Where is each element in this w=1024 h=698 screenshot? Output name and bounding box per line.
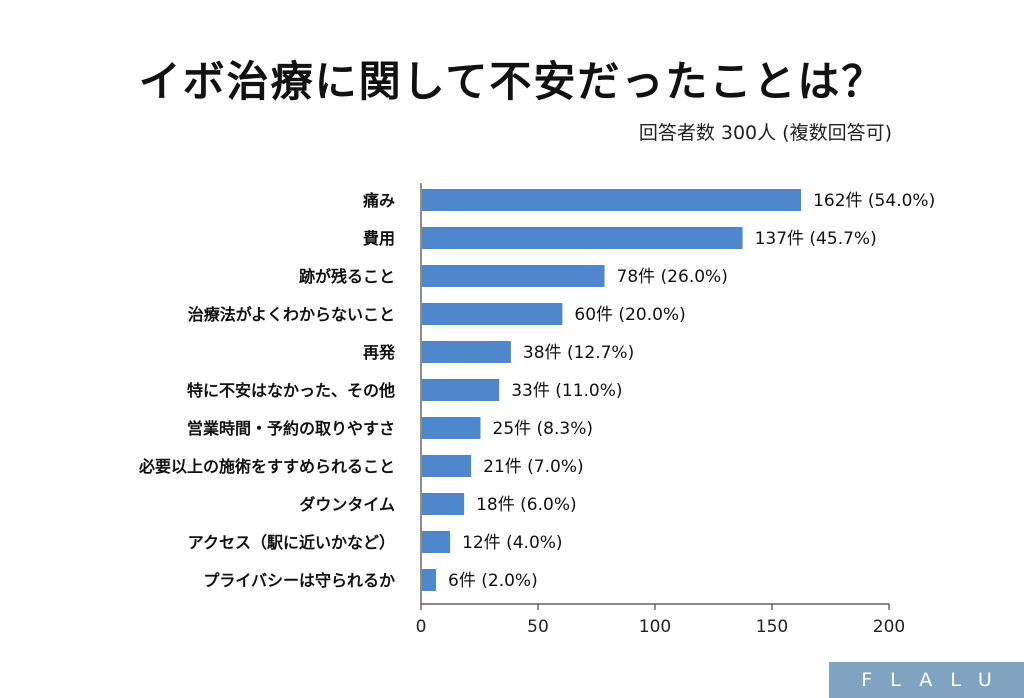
- data-label-3: 60件 (20.0%): [574, 305, 685, 325]
- bar-2: [422, 265, 605, 287]
- category-label-4: 再発: [363, 343, 396, 362]
- bar-7: [422, 455, 472, 477]
- bar-3: [422, 303, 563, 325]
- x-tick-label-4: 200: [873, 617, 905, 637]
- category-label-2: 跡が残ること: [299, 267, 395, 286]
- bar-8: [422, 493, 465, 515]
- bar-5: [422, 379, 500, 401]
- category-label-3: 治療法がよくわからないこと: [188, 305, 395, 324]
- category-label-5: 特に不安はなかった、その他: [187, 381, 395, 400]
- category-label-0: 痛み: [362, 191, 395, 210]
- data-label-4: 38件 (12.7%): [523, 343, 634, 363]
- x-tick-label-0: 0: [416, 617, 427, 637]
- data-label-6: 25件 (8.3%): [493, 419, 594, 439]
- data-label-5: 33件 (11.0%): [511, 381, 622, 401]
- bar-1: [422, 227, 743, 249]
- data-label-10: 6件 (2.0%): [448, 571, 538, 591]
- category-label-10: プライバシーは守られるか: [203, 571, 395, 590]
- bar-0: [422, 189, 802, 211]
- bar-9: [422, 531, 451, 553]
- category-label-9: アクセス（駅に近いかなど）: [188, 533, 395, 552]
- category-label-7: 必要以上の施術をすすめられること: [138, 457, 395, 476]
- x-tick-label-3: 150: [756, 617, 788, 637]
- data-label-0: 162件 (54.0%): [813, 191, 935, 211]
- chart-subtitle: 回答者数 300人 (複数回答可): [638, 122, 892, 144]
- chart-title: イボ治療に関して不安だったことは？: [138, 57, 886, 106]
- data-label-1: 137件 (45.7%): [755, 229, 877, 249]
- data-label-7: 21件 (7.0%): [483, 457, 584, 477]
- brand-logo: FLALU: [829, 662, 1024, 698]
- bar-6: [422, 417, 481, 439]
- category-label-1: 費用: [363, 229, 395, 248]
- data-label-8: 18件 (6.0%): [476, 495, 577, 515]
- data-label-9: 12件 (4.0%): [462, 533, 562, 553]
- bar-10: [422, 569, 437, 591]
- x-tick-label-1: 50: [527, 617, 549, 637]
- category-label-8: ダウンタイム: [299, 495, 395, 514]
- x-tick-label-2: 100: [639, 617, 671, 637]
- bar-4: [422, 341, 511, 363]
- data-label-2: 78件 (26.0%): [617, 267, 728, 287]
- category-label-6: 営業時間・予約の取りやすさ: [187, 419, 395, 438]
